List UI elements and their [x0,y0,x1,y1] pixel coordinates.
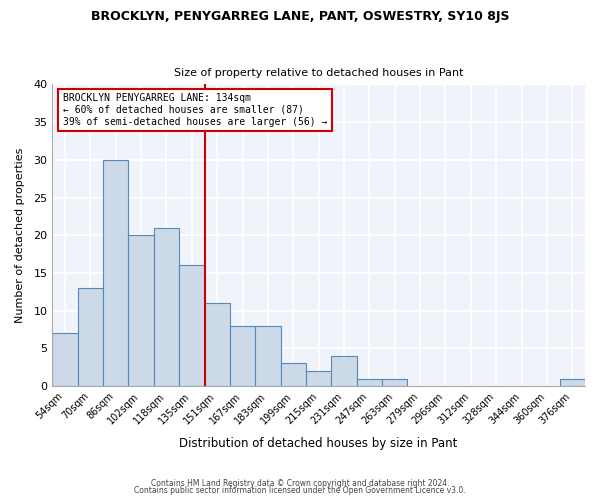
Bar [306,371,331,386]
Bar [154,228,179,386]
Bar [77,288,103,386]
Bar [179,266,205,386]
Bar [128,235,154,386]
Text: BROCKLYN, PENYGARREG LANE, PANT, OSWESTRY, SY10 8JS: BROCKLYN, PENYGARREG LANE, PANT, OSWESTR… [91,10,509,23]
Bar [230,326,255,386]
Text: Contains HM Land Registry data © Crown copyright and database right 2024.: Contains HM Land Registry data © Crown c… [151,478,449,488]
Title: Size of property relative to detached houses in Pant: Size of property relative to detached ho… [174,68,463,78]
Bar [560,378,585,386]
Bar [382,378,407,386]
Bar [52,334,77,386]
Bar [103,160,128,386]
Text: Contains public sector information licensed under the Open Government Licence v3: Contains public sector information licen… [134,486,466,495]
Bar [357,378,382,386]
Bar [255,326,281,386]
Bar [281,364,306,386]
Bar [205,303,230,386]
Text: BROCKLYN PENYGARREG LANE: 134sqm
← 60% of detached houses are smaller (87)
39% o: BROCKLYN PENYGARREG LANE: 134sqm ← 60% o… [63,94,328,126]
X-axis label: Distribution of detached houses by size in Pant: Distribution of detached houses by size … [179,437,458,450]
Y-axis label: Number of detached properties: Number of detached properties [15,148,25,323]
Bar [331,356,357,386]
